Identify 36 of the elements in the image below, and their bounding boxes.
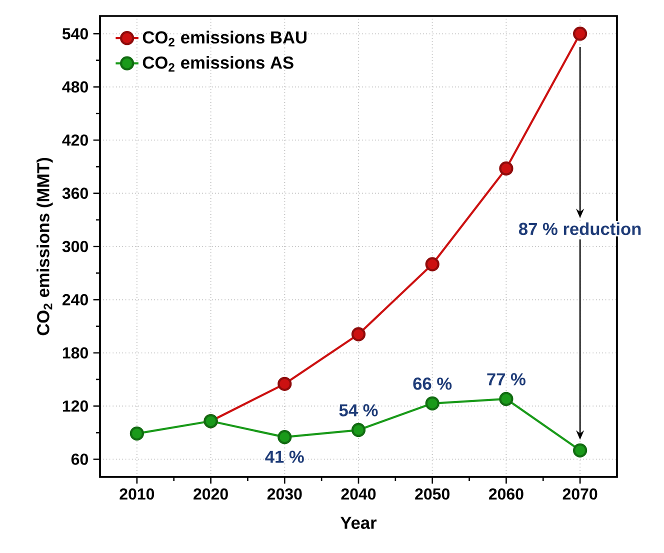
- x-tick-label: 2040: [341, 488, 376, 500]
- point: [278, 376, 292, 391]
- x-tick-label: 2030: [267, 488, 302, 500]
- legend-label: CO$_{2}$ emissions AS: [142, 56, 294, 72]
- y-tick-label: 180: [62, 347, 88, 359]
- legend-label: CO$_{2}$ emissions BAU: [142, 30, 306, 46]
- x-tick-label: 2010: [120, 488, 154, 500]
- y-tick-label: 300: [62, 240, 88, 252]
- point: [572, 26, 588, 41]
- y-tick-label: 240: [62, 294, 88, 306]
- point: [351, 327, 366, 342]
- y-tick-label: 480: [62, 81, 88, 93]
- annotation: 41 %: [265, 450, 304, 463]
- annotation: 54 %: [339, 404, 378, 416]
- x-tick-label: 2020: [194, 488, 228, 500]
- point: [351, 422, 366, 438]
- annotation: 66 %: [413, 378, 452, 390]
- point: [278, 430, 292, 444]
- y-tick-label: 420: [62, 134, 88, 146]
- x-tick-label: 2050: [415, 488, 450, 500]
- y-tick-label: 60: [71, 454, 88, 465]
- y-tick-label: 540: [62, 28, 88, 40]
- point: [499, 161, 514, 176]
- point: [499, 392, 514, 406]
- y-axis-title: CO$_{2}$ emissions (MMT): [36, 158, 53, 336]
- annotation: 87 % reduction: [518, 222, 641, 236]
- point: [425, 257, 440, 272]
- annotation: 77 %: [487, 373, 526, 386]
- point: [130, 426, 144, 441]
- y-tick-label: 120: [62, 400, 88, 412]
- x-tick-label: 2070: [562, 488, 598, 500]
- y-tick-label: 360: [62, 188, 88, 199]
- x-axis-title: Year: [340, 516, 377, 529]
- point: [425, 396, 440, 410]
- x-tick-label: 2060: [488, 488, 524, 500]
- point: [572, 443, 588, 458]
